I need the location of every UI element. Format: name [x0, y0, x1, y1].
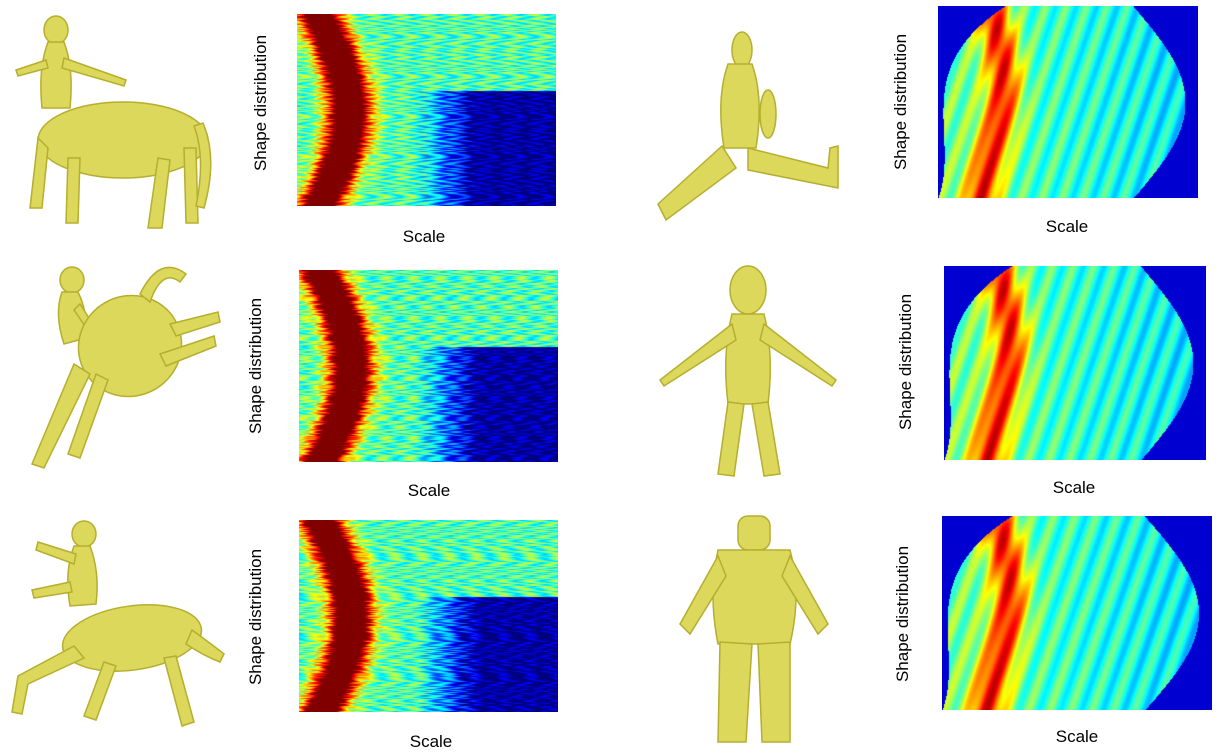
y-axis-label: Shape distribution — [246, 548, 265, 686]
x-axis-label: Scale — [402, 227, 446, 246]
centaur-leaping-icon — [11, 520, 225, 727]
centaur-standing-icon — [15, 15, 212, 229]
shape-distribution-heatmap — [297, 14, 556, 206]
y-axis-label: Shape distribution — [896, 293, 915, 431]
x-axis-label: Scale — [1055, 727, 1099, 746]
y-axis-label: Shape distribution — [891, 33, 910, 171]
y-axis-label: Shape distribution — [251, 34, 270, 172]
shape-distribution-heatmap — [938, 6, 1198, 198]
human-tpose-icon — [658, 265, 838, 477]
x-axis-label: Scale — [409, 732, 453, 751]
shape-distribution-heatmap — [944, 266, 1206, 460]
shape-distribution-heatmap — [299, 520, 558, 712]
shape-distribution-heatmap — [299, 270, 558, 462]
human-standing-icon — [679, 515, 829, 743]
x-axis-label: Scale — [1045, 217, 1089, 236]
y-axis-label: Shape distribution — [893, 545, 912, 683]
y-axis-label: Shape distribution — [246, 297, 265, 435]
shape-distribution-heatmap — [942, 516, 1212, 710]
x-axis-label: Scale — [1052, 478, 1096, 497]
human-split-icon — [657, 31, 839, 222]
x-axis-label: Scale — [407, 481, 451, 500]
centaur-rearing-icon — [30, 266, 221, 469]
